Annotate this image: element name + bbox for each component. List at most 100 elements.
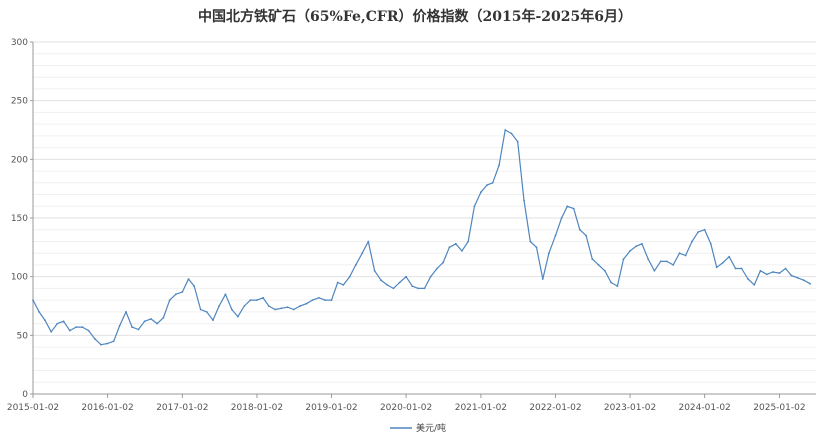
data-point xyxy=(324,299,326,301)
data-point xyxy=(150,318,152,320)
data-point xyxy=(181,291,184,293)
data-point xyxy=(629,250,631,252)
data-point xyxy=(187,278,190,280)
data-point xyxy=(94,338,96,340)
data-point xyxy=(665,260,668,263)
data-point xyxy=(635,245,638,248)
y-tick-label: 0 xyxy=(22,390,28,400)
x-tick-label: 2017-01-02 xyxy=(156,403,208,413)
data-point xyxy=(703,228,706,231)
data-point xyxy=(274,308,276,311)
data-point xyxy=(604,269,606,272)
data-point xyxy=(535,246,538,249)
data-point xyxy=(697,231,699,234)
data-point xyxy=(622,258,625,260)
data-point xyxy=(653,269,656,272)
data-point xyxy=(156,322,159,325)
y-tick-label: 150 xyxy=(11,214,28,224)
data-point xyxy=(467,240,470,243)
data-point xyxy=(778,272,781,274)
data-point xyxy=(361,252,364,255)
data-point xyxy=(678,252,681,255)
data-point xyxy=(759,269,762,272)
data-point xyxy=(50,330,53,333)
data-point xyxy=(354,264,357,266)
x-tick-label: 2025-01-02 xyxy=(753,403,805,413)
data-point xyxy=(100,343,102,346)
data-point xyxy=(709,242,712,245)
data-point xyxy=(125,311,127,313)
data-point xyxy=(286,306,289,309)
data-point xyxy=(647,258,650,260)
data-point xyxy=(386,284,388,286)
data-point xyxy=(510,132,513,135)
data-point xyxy=(87,329,90,332)
data-point xyxy=(486,184,488,187)
data-point xyxy=(765,273,768,276)
data-point xyxy=(38,311,40,313)
data-point xyxy=(734,267,737,270)
data-point xyxy=(597,264,600,266)
data-point xyxy=(311,299,314,301)
data-point xyxy=(243,305,246,307)
data-point xyxy=(423,287,426,290)
x-tick-label: 2019-01-02 xyxy=(305,403,357,413)
data-point xyxy=(342,284,345,286)
x-tick-label: 2021-01-02 xyxy=(455,403,507,413)
data-point xyxy=(143,320,146,323)
data-point xyxy=(491,181,494,184)
data-point xyxy=(162,316,165,319)
data-point xyxy=(299,305,301,307)
data-point xyxy=(802,279,805,282)
data-point xyxy=(405,275,407,278)
data-point xyxy=(256,299,258,301)
data-point xyxy=(330,299,333,301)
data-point xyxy=(641,242,643,245)
data-point xyxy=(398,281,401,284)
data-point xyxy=(131,326,134,328)
data-point xyxy=(218,305,221,307)
data-point xyxy=(548,252,550,255)
data-point xyxy=(249,299,252,301)
data-point xyxy=(722,261,724,264)
data-point xyxy=(747,278,749,280)
x-tick-label: 2018-01-02 xyxy=(231,403,283,413)
x-tick-label: 2015-01-02 xyxy=(7,403,59,413)
data-point xyxy=(106,342,109,345)
data-point xyxy=(348,275,351,278)
x-tick-label: 2023-01-02 xyxy=(604,403,656,413)
data-point xyxy=(193,285,196,287)
data-point xyxy=(498,164,500,167)
data-point xyxy=(480,191,482,194)
data-point xyxy=(174,293,177,296)
data-point xyxy=(262,296,264,299)
x-tick-label: 2016-01-02 xyxy=(81,403,133,413)
data-point xyxy=(591,258,594,260)
x-tick-label: 2024-01-02 xyxy=(678,403,730,413)
data-point xyxy=(224,293,227,296)
data-point xyxy=(32,299,34,301)
data-point xyxy=(772,271,774,273)
data-point xyxy=(380,279,382,282)
data-point xyxy=(784,267,787,270)
y-tick-label: 100 xyxy=(11,273,28,283)
legend-label: 美元/吨 xyxy=(416,422,446,434)
data-point xyxy=(205,311,208,313)
data-point xyxy=(809,282,811,285)
data-point xyxy=(691,240,693,243)
data-point xyxy=(336,281,339,284)
data-point xyxy=(411,285,414,287)
series-line xyxy=(32,129,811,346)
data-point xyxy=(473,205,476,208)
data-point xyxy=(560,217,563,219)
data-point xyxy=(292,308,295,311)
data-point xyxy=(585,234,587,237)
data-point xyxy=(566,205,569,208)
chart-title: 中国北方铁矿石（65%Fe,CFR）价格指数（2015年-2025年6月） xyxy=(198,9,632,25)
y-tick-label: 300 xyxy=(11,38,28,48)
data-point xyxy=(392,287,395,290)
data-point xyxy=(529,240,532,243)
data-point xyxy=(454,242,457,245)
data-point xyxy=(367,240,370,243)
